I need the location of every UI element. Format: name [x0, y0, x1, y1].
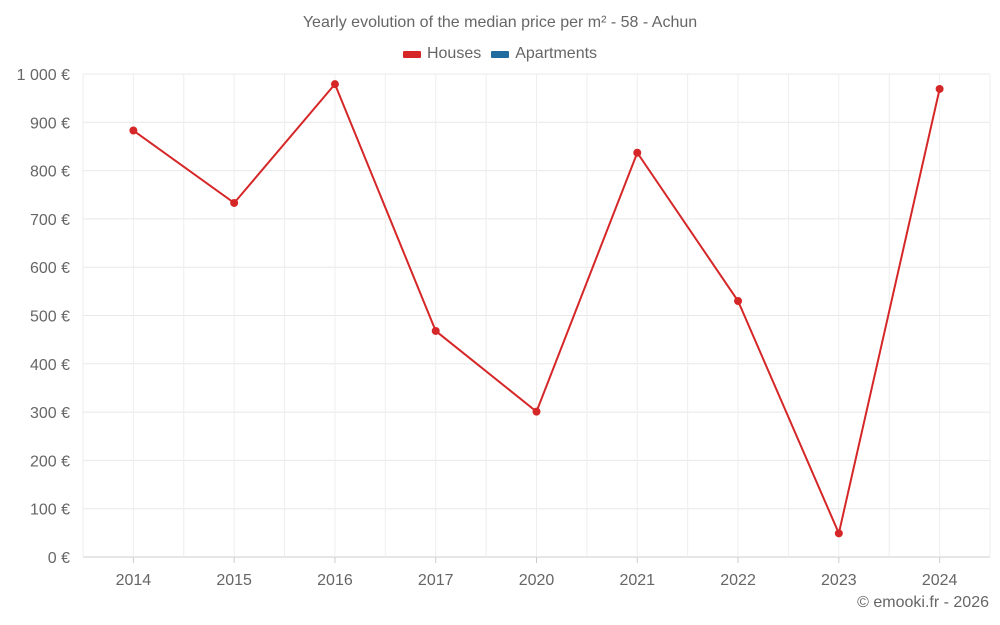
y-tick-label: 900 €: [30, 115, 70, 132]
houses-swatch-icon: [402, 50, 421, 58]
y-tick-label: 300 €: [30, 405, 70, 422]
x-tick-label: 2023: [821, 572, 857, 589]
y-tick-label: 400 €: [30, 357, 70, 374]
y-tick-label: 200 €: [30, 453, 70, 470]
x-tick-label: 2015: [216, 572, 252, 589]
data-point-houses[interactable]: [431, 326, 440, 335]
chart-legend: Houses Apartments: [0, 45, 1000, 63]
data-point-houses[interactable]: [633, 148, 642, 157]
x-tick-label: 2016: [317, 572, 353, 589]
data-point-houses[interactable]: [834, 529, 843, 538]
y-tick-label: 0 €: [48, 550, 70, 567]
y-tick-label: 700 €: [30, 212, 70, 229]
x-tick-label: 2022: [720, 572, 756, 589]
y-tick-label: 600 €: [30, 260, 70, 277]
data-point-houses[interactable]: [230, 198, 239, 207]
data-point-houses[interactable]: [734, 297, 743, 306]
y-tick-label: 800 €: [30, 164, 70, 181]
x-tick-label: 2017: [418, 572, 454, 589]
data-point-houses[interactable]: [330, 80, 339, 89]
legend-item-apartments[interactable]: Apartments: [491, 45, 597, 63]
legend-label-apartments: Apartments: [515, 45, 598, 62]
chart-title: Yearly evolution of the median price per…: [302, 14, 698, 31]
x-tick-label: 2014: [116, 572, 152, 589]
x-tick-label: 2020: [519, 572, 555, 589]
data-point-houses[interactable]: [532, 407, 541, 416]
apartments-swatch-icon: [491, 50, 510, 58]
y-tick-label: 500 €: [30, 309, 70, 326]
data-point-houses[interactable]: [935, 84, 944, 93]
credit-text: © emooki.fr - 2026: [857, 594, 989, 611]
y-tick-label: 1 000 €: [17, 67, 70, 84]
legend-item-houses[interactable]: Houses: [402, 45, 482, 63]
x-tick-label: 2024: [922, 572, 958, 589]
x-tick-label: 2021: [619, 572, 655, 589]
data-point-houses[interactable]: [129, 126, 138, 135]
legend-label-houses: Houses: [426, 45, 482, 62]
y-tick-label: 100 €: [30, 502, 70, 519]
